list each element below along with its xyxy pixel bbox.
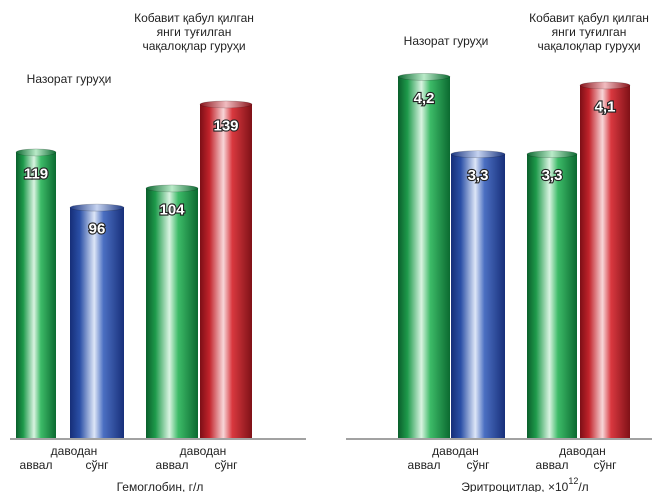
data-label: 4,2 [414,90,435,107]
bar [146,188,198,438]
data-label: 3,3 [468,167,489,184]
bar [200,104,252,439]
bar-cap [69,203,125,212]
data-label: 4,1 [595,98,616,115]
bar-cap [397,73,451,81]
group-category-label: даводан [51,444,98,458]
bar-label: аввал [156,458,189,472]
group-category-label: даводан [559,444,606,458]
chart-panel-1: Назорат гуруҳи119аввал96сўнгдаводанКобав… [10,11,306,492]
chart-panel-2: Назорат гуруҳи4,2аввал3,3сўнгдаводанКоба… [346,11,652,492]
data-label: 119 [24,165,48,182]
bar-label: сўнг [85,458,109,472]
bar-label: аввал [536,458,569,472]
data-label: 96 [89,221,106,238]
bar-cap [526,150,578,158]
bar [16,152,56,438]
group-title-line: янги туғилган [552,25,627,39]
data-label: 104 [159,201,185,218]
bar [70,207,124,438]
group-title-line: Кобавит қабул қилган [529,11,649,25]
bar-label: сўнг [466,458,490,472]
data-label: 3,3 [542,167,563,184]
bar-label: сўнг [214,458,238,472]
group-title-line: Назорат гуруҳи [404,34,489,48]
group-title-line: Кобавит қабул қилган [134,11,254,25]
bar-cap [145,184,199,193]
group-category-label: даводан [180,444,227,458]
bar-cap [579,81,631,90]
bar-cap [450,150,506,158]
bar-cap [199,100,253,109]
group-title-line: Назорат гуруҳи [27,72,112,86]
bar-label: аввал [408,458,441,472]
bar [451,154,505,438]
group-title-line: чақалоқлар гуруҳи [142,39,245,53]
bar-label: сўнг [593,458,617,472]
data-label: 139 [213,117,238,134]
bar-cap [15,148,57,157]
group-title-line: чақалоқлар гуруҳи [537,39,640,53]
x-axis-title: Гемоглобин, г/л [117,480,204,492]
x-axis-title: Эритроцитлар, ×1012/л [461,476,588,492]
bar [527,154,577,438]
group-category-label: даводан [432,444,479,458]
bar [580,85,630,439]
bar-label: аввал [20,458,53,472]
group-title-line: янги туғилган [157,25,232,39]
bar [398,76,450,439]
